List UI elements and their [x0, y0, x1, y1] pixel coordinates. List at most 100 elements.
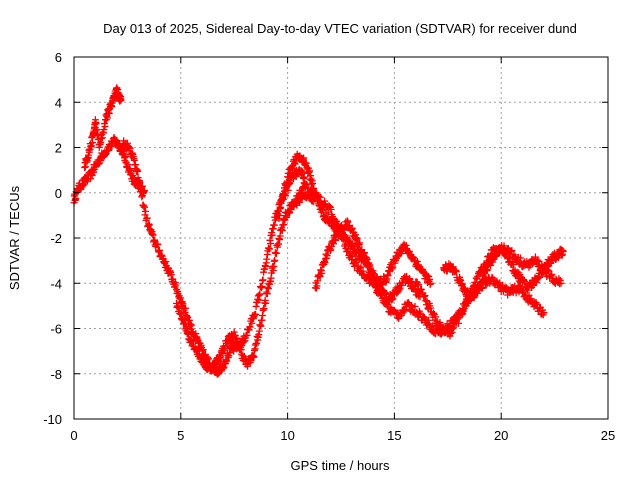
data-point: [258, 282, 266, 290]
data-point: [447, 330, 455, 338]
data-point: [219, 349, 227, 357]
data-point: [516, 254, 524, 262]
data-point: [280, 190, 288, 198]
x-tick-label: 25: [601, 428, 615, 443]
data-point: [527, 295, 535, 303]
data-point: [448, 328, 456, 336]
data-point: [508, 288, 516, 296]
data-point: [315, 193, 323, 201]
data-point: [81, 163, 89, 171]
data-point: [267, 240, 275, 248]
data-point: [464, 287, 472, 295]
data-point: [458, 311, 466, 319]
data-point: [398, 311, 406, 319]
data-point: [353, 258, 361, 266]
y-tick-label: -6: [50, 322, 62, 337]
data-point: [155, 246, 163, 254]
x-tick-label: 5: [177, 428, 184, 443]
data-point: [117, 96, 125, 104]
data-point: [327, 206, 335, 214]
data-point: [252, 310, 260, 318]
data-point: [420, 292, 428, 300]
data-point: [194, 345, 202, 353]
data-point: [423, 271, 431, 279]
data-point: [250, 353, 258, 361]
data-point: [538, 269, 546, 277]
data-point: [138, 192, 146, 200]
series-track: [412, 242, 565, 340]
data-point: [377, 290, 385, 298]
data-point: [124, 161, 132, 169]
data-point: [356, 239, 364, 247]
y-tick-label: 0: [55, 186, 62, 201]
data-point: [305, 167, 313, 175]
data-point: [316, 193, 324, 201]
data-point: [427, 279, 435, 287]
data-point: [461, 302, 469, 310]
data-point: [425, 320, 433, 328]
data-point: [79, 181, 87, 189]
data-point: [272, 249, 280, 257]
data-point: [257, 322, 265, 330]
data-point: [389, 295, 397, 303]
data-point: [103, 114, 111, 122]
data-point: [221, 344, 229, 352]
data-point: [348, 224, 356, 232]
data-point: [483, 266, 491, 274]
data-point: [421, 291, 429, 299]
data-point: [432, 313, 440, 321]
data-point: [416, 309, 424, 317]
data-point: [276, 211, 284, 219]
data-point: [72, 194, 80, 202]
data-point: [223, 357, 231, 365]
data-point: [504, 250, 512, 258]
data-point: [134, 167, 142, 175]
data-point: [359, 267, 367, 275]
data-point: [154, 240, 162, 248]
x-axis-label: GPS time / hours: [291, 458, 390, 473]
data-point: [296, 198, 304, 206]
data-point: [243, 331, 251, 339]
data-point: [339, 235, 347, 243]
data-point: [185, 316, 193, 324]
data-point: [525, 291, 533, 299]
data-point: [415, 281, 423, 289]
data-point: [536, 273, 544, 281]
data-point: [333, 217, 341, 225]
data-point: [285, 209, 293, 217]
data-point: [425, 316, 433, 324]
data-point: [357, 263, 365, 271]
data-point: [301, 180, 309, 188]
data-point: [519, 288, 527, 296]
data-point: [384, 300, 392, 308]
data-point: [268, 231, 276, 239]
data-point: [140, 203, 148, 211]
data-point: [187, 321, 195, 329]
data-point: [346, 249, 354, 257]
data-point: [454, 315, 462, 323]
data-point: [143, 214, 151, 222]
axis-ticks: 0 5 10 15 20 25 -10 -8 -6 -4 -2 0 2 4 6: [43, 50, 615, 443]
data-point: [341, 240, 349, 248]
series-track: [311, 217, 435, 292]
data-point: [256, 290, 264, 298]
data-point: [533, 300, 541, 308]
data-point: [467, 295, 475, 303]
data-point: [555, 275, 563, 283]
data-point: [336, 230, 344, 238]
y-tick-label: 4: [55, 95, 62, 110]
data-point: [255, 327, 263, 335]
data-point: [285, 173, 293, 181]
data-point: [87, 175, 95, 183]
data-point: [509, 261, 517, 269]
x-tick-label: 10: [280, 428, 294, 443]
data-point: [396, 312, 404, 320]
data-points: [70, 84, 567, 378]
data-point: [284, 208, 292, 216]
data-point: [263, 290, 271, 298]
y-tick-label: -2: [50, 231, 62, 246]
data-point: [140, 186, 148, 194]
data-point: [420, 314, 428, 322]
data-point: [380, 294, 388, 302]
data-point: [101, 122, 109, 130]
